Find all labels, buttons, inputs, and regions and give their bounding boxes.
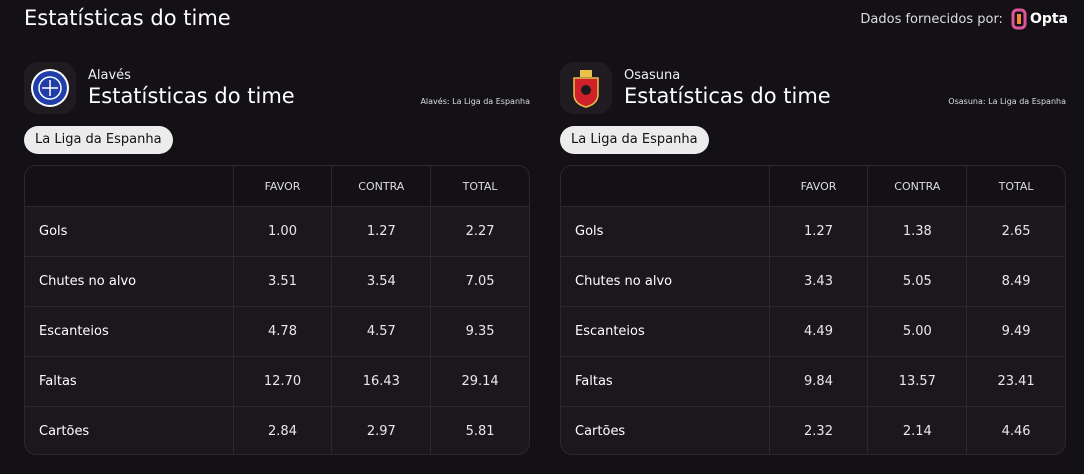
stat-value: 1.38 xyxy=(867,207,966,256)
stat-value: 1.00 xyxy=(232,207,332,256)
stat-value: 1.27 xyxy=(331,207,430,256)
stat-value: 8.49 xyxy=(966,257,1065,306)
column-header: FAVOR xyxy=(232,166,332,206)
team-crest xyxy=(31,69,69,107)
stat-value: 2.32 xyxy=(768,407,868,454)
stat-row: Cartões 2.32 2.14 4.46 xyxy=(561,406,1065,454)
stat-label: Faltas xyxy=(575,374,613,389)
stat-value: 2.65 xyxy=(966,207,1065,256)
column-header: TOTAL xyxy=(966,166,1065,206)
stat-row: Gols 1.27 1.38 2.65 xyxy=(561,206,1065,256)
stat-label: Gols xyxy=(575,224,604,239)
stat-value: 4.57 xyxy=(331,307,430,356)
stat-value: 3.51 xyxy=(232,257,332,306)
provider-logo: Opta xyxy=(1011,8,1068,30)
stat-value: 13.57 xyxy=(867,357,966,406)
header-row: FAVOR CONTRA TOTAL xyxy=(561,166,1065,206)
opta-icon xyxy=(1011,8,1027,30)
column-header: TOTAL xyxy=(430,166,529,206)
team-name: Osasuna xyxy=(624,68,681,83)
stat-value: 4.78 xyxy=(232,307,332,356)
team-name: Alavés xyxy=(88,68,131,83)
stat-row: Faltas 12.70 16.43 29.14 xyxy=(25,356,529,406)
header-empty xyxy=(561,166,769,206)
team-crest xyxy=(573,70,599,108)
stat-value: 23.41 xyxy=(966,357,1065,406)
stat-label: Escanteios xyxy=(39,324,109,339)
competition-pill[interactable]: La Liga da Espanha xyxy=(560,126,709,154)
stat-row: Gols 1.00 1.27 2.27 xyxy=(25,206,529,256)
stat-label: Chutes no alvo xyxy=(39,274,137,289)
stat-row: Cartões 2.84 2.97 5.81 xyxy=(25,406,529,454)
stat-value: 29.14 xyxy=(430,357,529,406)
team-heading: Estatísticas do time xyxy=(88,84,295,108)
team-panel: Alavés Estatísticas do time Alavés: La Lig… xyxy=(24,62,530,455)
stat-value: 7.05 xyxy=(430,257,529,306)
stat-value: 4.46 xyxy=(966,407,1065,454)
stat-value: 3.43 xyxy=(768,257,868,306)
stat-value: 5.00 xyxy=(867,307,966,356)
stat-label: Gols xyxy=(39,224,68,239)
header-empty xyxy=(25,166,233,206)
provider: Dados fornecidos por: Opta xyxy=(860,8,1068,30)
stat-row: Escanteios 4.49 5.00 9.49 xyxy=(561,306,1065,356)
stat-row: Chutes no alvo 3.43 5.05 8.49 xyxy=(561,256,1065,306)
stat-label: Escanteios xyxy=(575,324,645,339)
stats-table: FAVOR CONTRA TOTAL Gols 1.00 1.27 2.27 Chutes n… xyxy=(24,165,530,455)
provider-label: Dados fornecidos por: xyxy=(860,11,1003,27)
competition-pill[interactable]: La Liga da Espanha xyxy=(24,126,173,154)
stat-value: 5.81 xyxy=(430,407,529,454)
stat-row: Escanteios 4.78 4.57 9.35 xyxy=(25,306,529,356)
stat-label: Chutes no alvo xyxy=(575,274,673,289)
team-logo xyxy=(560,62,612,114)
stat-value: 9.35 xyxy=(430,307,529,356)
column-header: FAVOR xyxy=(768,166,868,206)
stat-value: 2.14 xyxy=(867,407,966,454)
stat-value: 16.43 xyxy=(331,357,430,406)
stat-value: 5.05 xyxy=(867,257,966,306)
stat-value: 12.70 xyxy=(232,357,332,406)
team-heading: Estatísticas do time xyxy=(624,84,831,108)
stats-table: FAVOR CONTRA TOTAL Gols 1.27 1.38 2.65 Chutes n… xyxy=(560,165,1066,455)
stat-value: 2.97 xyxy=(331,407,430,454)
stat-value: 9.49 xyxy=(966,307,1065,356)
stat-row: Faltas 9.84 13.57 23.41 xyxy=(561,356,1065,406)
stat-value: 9.84 xyxy=(768,357,868,406)
column-header: CONTRA xyxy=(867,166,966,206)
page-title: Estatísticas do time xyxy=(24,6,231,30)
header-row: FAVOR CONTRA TOTAL xyxy=(25,166,529,206)
team-logo xyxy=(24,62,76,114)
stat-value: 4.49 xyxy=(768,307,868,356)
competition-note: Osasuna: La Liga da Espanha xyxy=(948,97,1066,106)
stat-label: Cartões xyxy=(39,424,90,439)
column-header: CONTRA xyxy=(331,166,430,206)
stat-label: Faltas xyxy=(39,374,77,389)
provider-name: Opta xyxy=(1029,11,1068,27)
stat-value: 3.54 xyxy=(331,257,430,306)
stat-label: Cartões xyxy=(575,424,626,439)
stat-row: Chutes no alvo 3.51 3.54 7.05 xyxy=(25,256,529,306)
competition-note: Alavés: La Liga da Espanha xyxy=(420,97,530,106)
stat-value: 2.84 xyxy=(232,407,332,454)
stat-value: 2.27 xyxy=(430,207,529,256)
team-panel: Osasuna Estatísticas do time Osasuna: La L… xyxy=(560,62,1066,455)
stat-value: 1.27 xyxy=(768,207,868,256)
